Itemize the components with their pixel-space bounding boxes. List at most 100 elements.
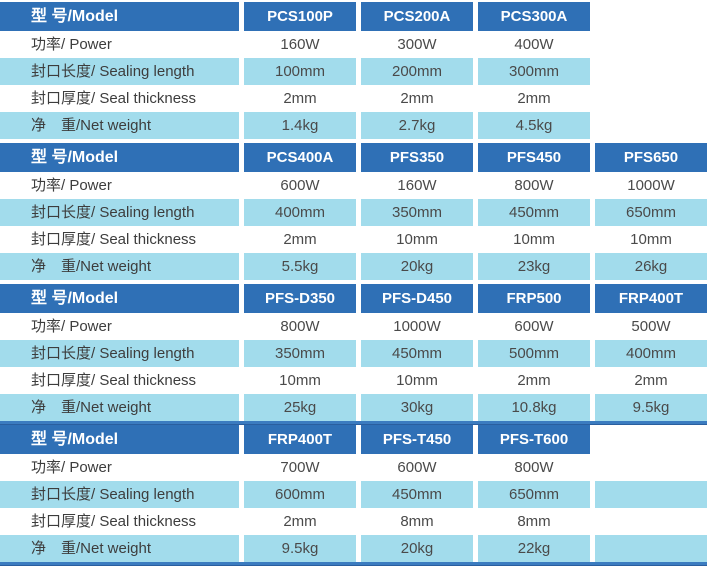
spec-section-1: 型 号/Model PCS100P PCS200A PCS300A 功率/ Power 1… [0, 2, 707, 139]
model-header-row: 型 号/Model FRP400T PFS-T450 PFS-T600 [0, 425, 707, 454]
table-row: 封口厚度/ Seal thickness 2mm 10mm 10mm 10mm [0, 226, 707, 253]
spec-value: 10mm [396, 372, 438, 389]
spec-value: 2mm [517, 90, 551, 107]
spec-value: 9.5kg [595, 394, 707, 421]
spec-value: 26kg [595, 253, 707, 280]
table-row: 净 重/Net weight 5.5kg 20kg 23kg 26kg [0, 253, 707, 280]
row-label: 功率/ Power [31, 36, 112, 53]
spec-value: 2mm [283, 231, 317, 248]
spec-value: 23kg [478, 253, 590, 280]
model-header-label: 型 号/Model [0, 2, 239, 31]
spec-value: 10.8kg [478, 394, 590, 421]
spec-value: 10mm [630, 231, 672, 248]
table-row: 净 重/Net weight 9.5kg 20kg 22kg [0, 535, 707, 562]
spec-value: 1.4kg [244, 112, 356, 139]
spec-value: 2mm [400, 90, 434, 107]
row-label: 功率/ Power [31, 177, 112, 194]
spec-value: 450mm [361, 340, 473, 367]
spec-section-2: 型 号/Model PCS400A PFS350 PFS450 PFS650 功率/ Po… [0, 143, 707, 280]
spec-value: 600W [514, 318, 554, 335]
spec-value: 500mm [478, 340, 590, 367]
spec-value: 30kg [361, 394, 473, 421]
model-name: PFS-D350 [244, 284, 356, 313]
header-filler [595, 2, 707, 31]
row-filler [595, 58, 707, 85]
spec-value: 5.5kg [244, 253, 356, 280]
spec-value: 600mm [244, 481, 356, 508]
spec-value: 160W [280, 36, 320, 53]
row-label: 净 重/Net weight [0, 535, 239, 562]
spec-value: 8mm [517, 513, 551, 530]
spec-value: 500W [631, 318, 671, 335]
spec-value: 400mm [244, 199, 356, 226]
model-header-row: 型 号/Model PCS100P PCS200A PCS300A [0, 2, 707, 31]
model-name: PFS-T600 [478, 425, 590, 454]
model-name: PFS-D450 [361, 284, 473, 313]
spec-value: 2.7kg [361, 112, 473, 139]
model-name: FRP500 [478, 284, 590, 313]
model-name: FRP400T [595, 284, 707, 313]
row-label: 封口厚度/ Seal thickness [31, 513, 197, 530]
table-row: 功率/ Power 600W 160W 800W 1000W [0, 172, 707, 199]
spec-value: 450mm [361, 481, 473, 508]
row-label: 净 重/Net weight [0, 394, 239, 421]
spec-value: 600W [397, 459, 437, 476]
spec-value: 200mm [361, 58, 473, 85]
spec-value: 300mm [478, 58, 590, 85]
model-name: PFS650 [595, 143, 707, 172]
model-header-row: 型 号/Model PFS-D350 PFS-D450 FRP500 FRP400T [0, 284, 707, 313]
table-row: 封口厚度/ Seal thickness 2mm 2mm 2mm [0, 85, 707, 112]
row-filler [595, 31, 707, 58]
spec-section-3: 型 号/Model PFS-D350 PFS-D450 FRP500 FRP400T 功率… [0, 284, 707, 421]
model-name: PCS100P [244, 2, 356, 31]
divider-rule [0, 562, 707, 566]
table-row: 封口长度/ Sealing length 100mm 200mm 300mm [0, 58, 707, 85]
model-name: PFS450 [478, 143, 590, 172]
spec-value: 650mm [478, 481, 590, 508]
spec-value: 400W [514, 36, 554, 53]
model-header-label: 型 号/Model [0, 425, 239, 454]
row-filler [595, 85, 707, 112]
spec-value: 10mm [513, 231, 555, 248]
spec-value: 2mm [283, 90, 317, 107]
divider-rule [0, 421, 707, 425]
row-label: 封口厚度/ Seal thickness [31, 231, 197, 248]
model-header-row: 型 号/Model PCS400A PFS350 PFS450 PFS650 [0, 143, 707, 172]
spec-value: 2mm [634, 372, 668, 389]
row-label: 功率/ Power [31, 459, 112, 476]
table-row: 净 重/Net weight 1.4kg 2.7kg 4.5kg [0, 112, 707, 139]
spec-value: 600W [280, 177, 320, 194]
spec-value: 700W [280, 459, 320, 476]
row-label: 净 重/Net weight [0, 253, 239, 280]
model-name: PFS-T450 [361, 425, 473, 454]
spec-value: 650mm [595, 199, 707, 226]
model-name: FRP400T [244, 425, 356, 454]
row-label: 净 重/Net weight [0, 112, 239, 139]
table-row: 封口厚度/ Seal thickness 2mm 8mm 8mm [0, 508, 707, 535]
spec-value: 2mm [283, 513, 317, 530]
spec-value: 4.5kg [478, 112, 590, 139]
spec-section-4: 型 号/Model FRP400T PFS-T450 PFS-T600 功率/ Powe… [0, 425, 707, 562]
spec-value: 10mm [279, 372, 321, 389]
spec-value: 25kg [244, 394, 356, 421]
spec-value: 100mm [244, 58, 356, 85]
spec-value: 9.5kg [244, 535, 356, 562]
spec-value: 10mm [396, 231, 438, 248]
table-row: 功率/ Power 800W 1000W 600W 500W [0, 313, 707, 340]
spec-value: 20kg [361, 535, 473, 562]
row-label: 封口长度/ Sealing length [0, 58, 239, 85]
row-label: 封口厚度/ Seal thickness [31, 372, 197, 389]
spec-value: 800W [280, 318, 320, 335]
row-filler [595, 454, 707, 481]
spec-value: 22kg [478, 535, 590, 562]
spec-value: 350mm [244, 340, 356, 367]
table-row: 封口长度/ Sealing length 600mm 450mm 650mm [0, 481, 707, 508]
spec-value: 1000W [627, 177, 675, 194]
row-label: 封口长度/ Sealing length [0, 481, 239, 508]
row-label: 功率/ Power [31, 318, 112, 335]
model-header-label: 型 号/Model [0, 284, 239, 313]
header-filler [595, 425, 707, 454]
row-filler [595, 535, 707, 562]
spec-value: 8mm [400, 513, 434, 530]
